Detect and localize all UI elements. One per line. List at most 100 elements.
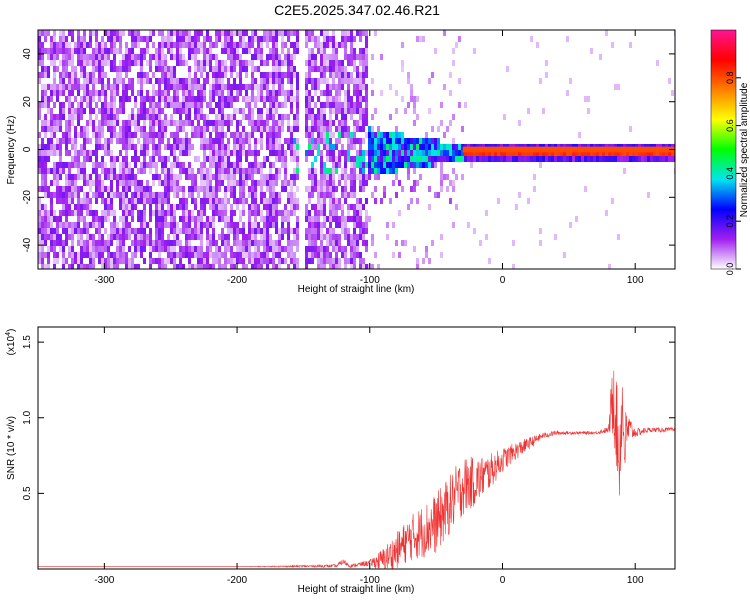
spectrogram-cell: [128, 228, 131, 234]
spectrogram-cell: [146, 36, 149, 42]
spectrogram-cell: [68, 90, 71, 96]
spectrogram-cell: [62, 138, 65, 144]
spectrogram-cell: [617, 150, 620, 156]
spectrogram-cell: [203, 114, 206, 120]
spectrogram-cell: [320, 72, 323, 78]
spectrogram-cell: [647, 192, 650, 198]
spectrogram-cell: [545, 156, 548, 162]
spectrogram-cell: [461, 174, 464, 180]
spectrogram-cell: [101, 66, 104, 72]
spectrogram-cell: [332, 60, 335, 66]
spectrogram-cell: [152, 72, 155, 78]
spectrogram-cell: [230, 168, 233, 174]
spectrogram-cell: [116, 156, 119, 162]
spectrogram-cell: [347, 84, 350, 90]
spectrogram-cell: [452, 222, 455, 228]
spectrogram-cell: [320, 258, 323, 264]
spectrogram-cell: [101, 258, 104, 264]
spectrogram-cell: [95, 66, 98, 72]
spectrogram-cell: [89, 240, 92, 246]
spectrogram-cell: [74, 252, 77, 258]
spectrogram-cell: [203, 36, 206, 42]
spectrogram-cell: [320, 48, 323, 54]
spectrogram-cell: [365, 90, 368, 96]
spectrogram-cell: [266, 30, 269, 36]
spectrogram-cell: [170, 96, 173, 102]
spectrogram-cell: [44, 210, 47, 216]
colorbar-tick-label: 0.4: [725, 167, 735, 180]
spectrogram-cell: [320, 168, 323, 174]
y-tick-label: -20: [22, 190, 33, 205]
spectrogram-cell: [269, 96, 272, 102]
spectrogram-cell: [293, 228, 296, 234]
spectrogram-cell: [524, 156, 527, 162]
spectrogram-cell: [362, 234, 365, 240]
spectrogram-cell: [323, 90, 326, 96]
spectrogram-cell: [362, 84, 365, 90]
spectrogram-cell: [263, 192, 266, 198]
spectrogram-cell: [134, 240, 137, 246]
spectrogram-cell: [146, 42, 149, 48]
spectrogram-cell: [473, 156, 476, 162]
spectrogram-cell: [350, 192, 353, 198]
spectrogram-cell: [68, 222, 71, 228]
spectrogram-cell: [89, 204, 92, 210]
spectrogram-cell: [536, 150, 539, 156]
spectrogram-cell: [272, 126, 275, 132]
spectrogram-cell: [41, 252, 44, 258]
spectrogram-cell: [314, 144, 317, 150]
spectrogram-cell: [644, 156, 647, 162]
spectrogram-cell: [125, 222, 128, 228]
spectrogram-cell: [89, 258, 92, 264]
spectrogram-cell: [344, 48, 347, 54]
spectrogram-cell: [236, 90, 239, 96]
spectrogram-cell: [116, 138, 119, 144]
spectrogram-cell: [275, 210, 278, 216]
snr-frame: [37, 326, 676, 570]
spectrogram-cell: [275, 240, 278, 246]
spectrogram-cell: [110, 42, 113, 48]
spectrogram-cell: [83, 84, 86, 90]
spectrogram-cell: [44, 240, 47, 246]
spectrogram-cell: [278, 54, 281, 60]
spectrogram-cell: [50, 132, 53, 138]
spectrogram-cell: [98, 96, 101, 102]
spectrogram-cell: [338, 174, 341, 180]
spectrogram-cell: [365, 102, 368, 108]
spectrogram-cell: [383, 162, 386, 168]
spectrogram-cell: [101, 222, 104, 228]
spectrogram-cell: [62, 240, 65, 246]
spectrogram-cell: [512, 240, 515, 246]
spectrogram-cell: [107, 30, 110, 36]
spectrogram-cell: [146, 78, 149, 84]
spectrogram-cell: [161, 120, 164, 126]
spectrogram-cell: [83, 180, 86, 186]
spectrogram-cell: [269, 126, 272, 132]
spectrogram-cell: [329, 66, 332, 72]
spectrogram-cell: [347, 60, 350, 66]
spectrogram-cell: [212, 216, 215, 222]
spectrogram-cell: [65, 234, 68, 240]
spectrogram-cell: [326, 252, 329, 258]
spectrogram-cell: [176, 36, 179, 42]
spectrogram-cell: [257, 258, 260, 264]
spectrogram-cell: [161, 258, 164, 264]
spectrogram-cell: [143, 168, 146, 174]
spectrogram-cell: [191, 198, 194, 204]
spectrogram-cell: [287, 246, 290, 252]
spectrogram-cell: [350, 42, 353, 48]
spectrogram-cell: [272, 108, 275, 114]
spectrogram-cell: [449, 90, 452, 96]
spectrogram-cell: [89, 186, 92, 192]
spectrogram-cell: [149, 36, 152, 42]
spectrogram-cell: [131, 138, 134, 144]
spectrogram-cell: [71, 36, 74, 42]
spectrogram-cell: [491, 150, 494, 156]
spectrogram-cell: [227, 168, 230, 174]
spectrogram-cell: [125, 180, 128, 186]
spectrogram-cell: [44, 144, 47, 150]
spectrogram-cell: [323, 180, 326, 186]
spectrogram-cell: [170, 48, 173, 54]
spectrogram-cell: [59, 78, 62, 84]
